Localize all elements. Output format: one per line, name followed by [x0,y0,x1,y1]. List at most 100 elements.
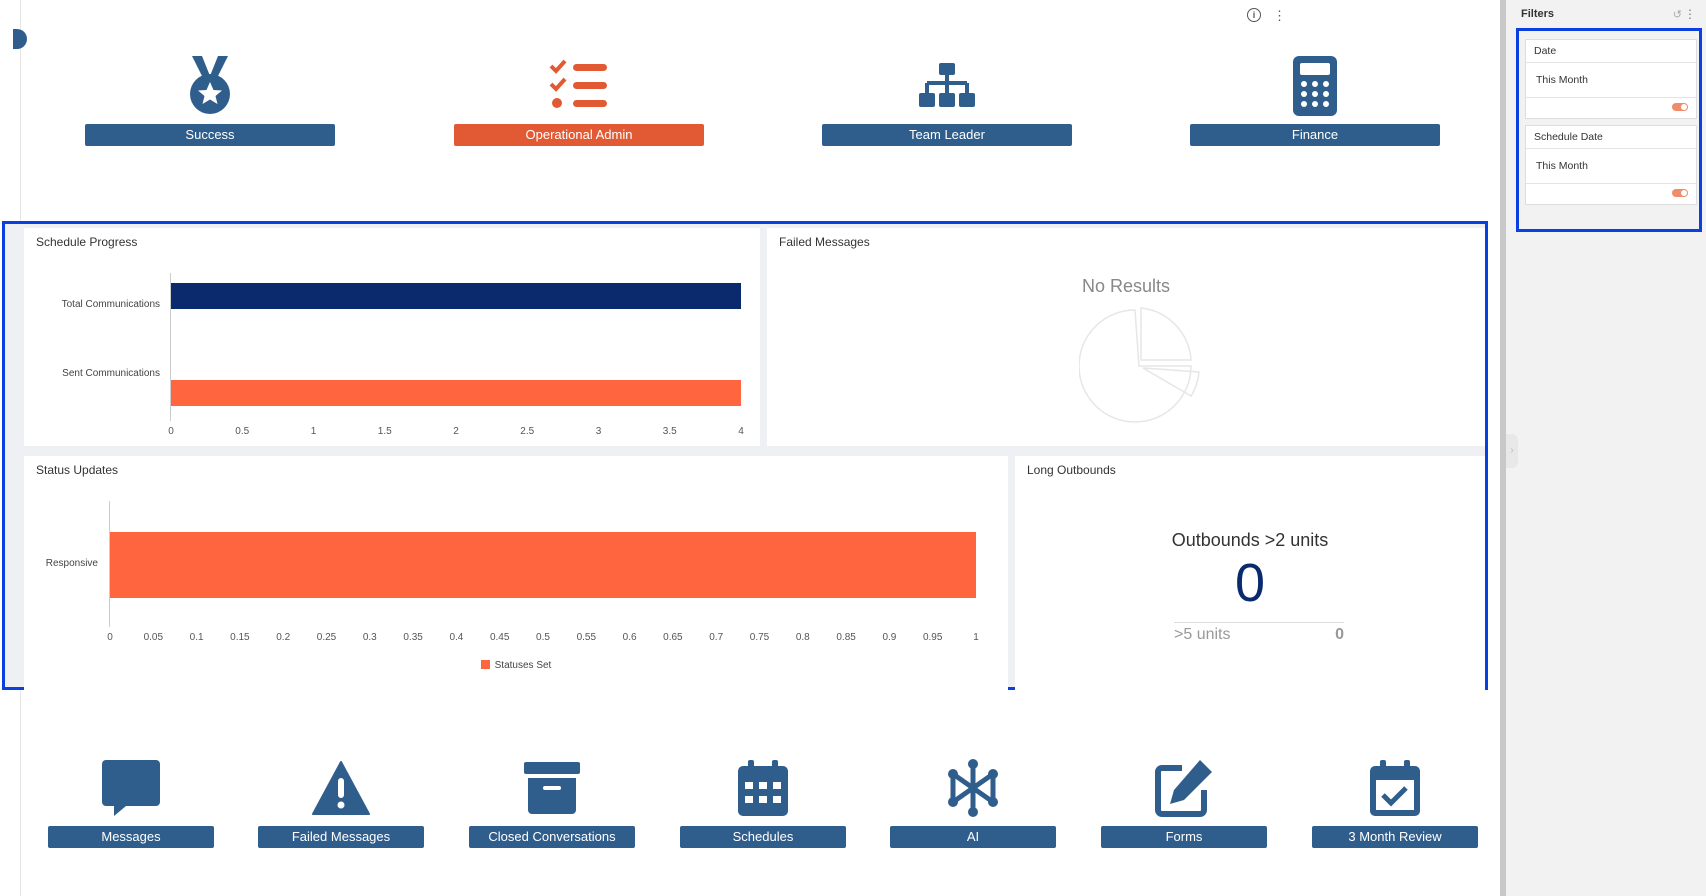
x-tick: 0.35 [403,632,423,643]
info-icon[interactable]: i [1247,8,1261,22]
y-axis-line-status [109,501,110,627]
reset-filters-icon[interactable]: ↺ [1672,9,1682,21]
x-tick: 2.5 [520,426,535,437]
calendar-check-icon [1270,750,1520,826]
schedule-progress-title: Schedule Progress [36,235,138,249]
x-tick: 2 [453,426,459,437]
x-tick: 0.7 [709,632,724,643]
filter-schedule-date[interactable]: Schedule Date This Month [1525,125,1697,205]
legend-swatch [480,660,490,669]
x-tick: 0.95 [922,632,943,643]
x-tick: 0.5 [235,426,250,437]
more-options-icon[interactable]: ⋮ [1273,8,1286,23]
main-scrollbar[interactable] [1500,0,1506,896]
failed-messages-title: Failed Messages [779,235,870,249]
messages-button[interactable]: Messages [48,826,214,848]
filters-title: Filters [1521,8,1555,20]
filters-panel: Filters ↺ ⋮ Date This Month Schedule Dat… [1506,0,1706,896]
tile-forms[interactable]: Forms [1059,750,1309,848]
x-tick: 0.3 [362,632,377,643]
finance-button[interactable]: Finance [1190,124,1440,146]
success-button[interactable]: Success [85,124,335,146]
status-updates-card: Status Updates Responsive 0 0.05 0.1 0.15 0.… [24,456,1008,690]
x-tick: 0.85 [836,632,856,643]
ai-network-icon [848,750,1098,826]
sidebar-toggle[interactable] [13,29,27,49]
x-tick: 0 [107,632,113,643]
collapse-filters-handle[interactable]: › [1506,434,1518,468]
x-tick: 1 [973,632,979,643]
tile-ai[interactable]: AI [848,750,1098,848]
x-tick: 0.45 [489,632,510,643]
y-label-sent-communications: Sent Communications [62,368,160,379]
header-actions: i ⋮ [1247,8,1286,24]
ai-button[interactable]: AI [890,826,1056,848]
tile-team-leader[interactable]: Team Leader [822,48,1072,146]
filter-date[interactable]: Date This Month [1525,39,1697,119]
x-tick: 0.55 [576,632,597,643]
tile-messages[interactable]: Messages [6,750,256,848]
schedules-button[interactable]: Schedules [680,826,846,848]
x-tick: 0.2 [276,632,291,643]
tile-success[interactable]: Success [85,48,335,146]
medal-icon [85,48,335,124]
y-label-total-communications: Total Communications [61,299,160,310]
filters-more-icon[interactable]: ⋮ [1684,7,1696,21]
x-tick: 0.1 [189,632,204,643]
sub-kpi-value: 0 [1335,626,1344,643]
team-leader-button[interactable]: Team Leader [822,124,1072,146]
filter-date-label: Date [1526,40,1696,63]
filter-date-value[interactable]: This Month [1526,63,1696,98]
x-tick: 1 [310,426,317,437]
bar-responsive [110,532,976,598]
failed-messages-button[interactable]: Failed Messages [258,826,424,848]
x-tick: 0.25 [316,632,337,643]
archive-box-icon [427,750,677,826]
y-label-responsive: Responsive [45,558,98,569]
tile-operational-admin[interactable]: Operational Admin [454,48,704,146]
status-updates-title: Status Updates [36,463,119,477]
tile-closed-conversations[interactable]: Closed Conversations [427,750,677,848]
x-tick: 0.6 [622,632,637,643]
operational-admin-button[interactable]: Operational Admin [454,124,704,146]
closed-conversations-button[interactable]: Closed Conversations [469,826,635,848]
org-chart-icon [822,48,1072,124]
x-tick: 1.5 [377,426,392,437]
tile-finance[interactable]: Finance [1190,48,1440,146]
filter-schedule-date-value[interactable]: This Month [1526,149,1696,184]
tile-schedules[interactable]: Schedules [638,750,888,848]
long-outbounds-card: Long Outbounds Outbounds >2 units 0 >5 u… [1015,456,1485,690]
x-tick: 0.4 [449,632,464,643]
x-tick: 0.8 [795,632,810,643]
tile-failed-messages[interactable]: Failed Messages [216,750,466,848]
failed-messages-card: Failed Messages No Results [767,228,1485,446]
x-axis-ticks: 0 0.5 1 1.5 2 2.5 3 3.5 4 [168,426,744,440]
checklist-icon [454,48,704,124]
forms-button[interactable]: Forms [1101,826,1267,848]
bar-total-communications [171,283,741,309]
x-tick: 0.9 [882,632,897,643]
dashboard-main: i ⋮ Success Operational Admin [2,0,1488,896]
kpi-label: Outbounds >2 units [1171,530,1329,550]
chart-legend: Statuses Set [24,660,1008,671]
x-tick: 0.15 [230,632,250,643]
calculator-icon [1190,48,1440,124]
filter-schedule-date-toggle[interactable] [1672,189,1688,197]
filter-date-toggle-row [1526,98,1696,118]
x-tick: 3 [595,426,602,437]
long-outbounds-title: Long Outbounds [1027,463,1116,477]
y-axis-line [170,273,171,421]
x-tick: 0.65 [663,632,683,643]
edit-form-icon [1059,750,1309,826]
filter-schedule-date-label: Schedule Date [1526,126,1696,149]
legend-statuses-set: Statuses Set [494,660,552,671]
tile-3-month-review[interactable]: 3 Month Review [1270,750,1520,848]
3-month-review-button[interactable]: 3 Month Review [1312,826,1478,848]
x-tick: 3.5 [662,426,677,437]
empty-pie-placeholder [1079,307,1200,423]
warning-icon [216,750,466,826]
filter-date-toggle[interactable] [1672,103,1688,111]
schedule-progress-card: Schedule Progress Total Communications S… [24,228,760,446]
kpi-divider [1174,622,1344,623]
message-bubble-icon [6,750,256,826]
